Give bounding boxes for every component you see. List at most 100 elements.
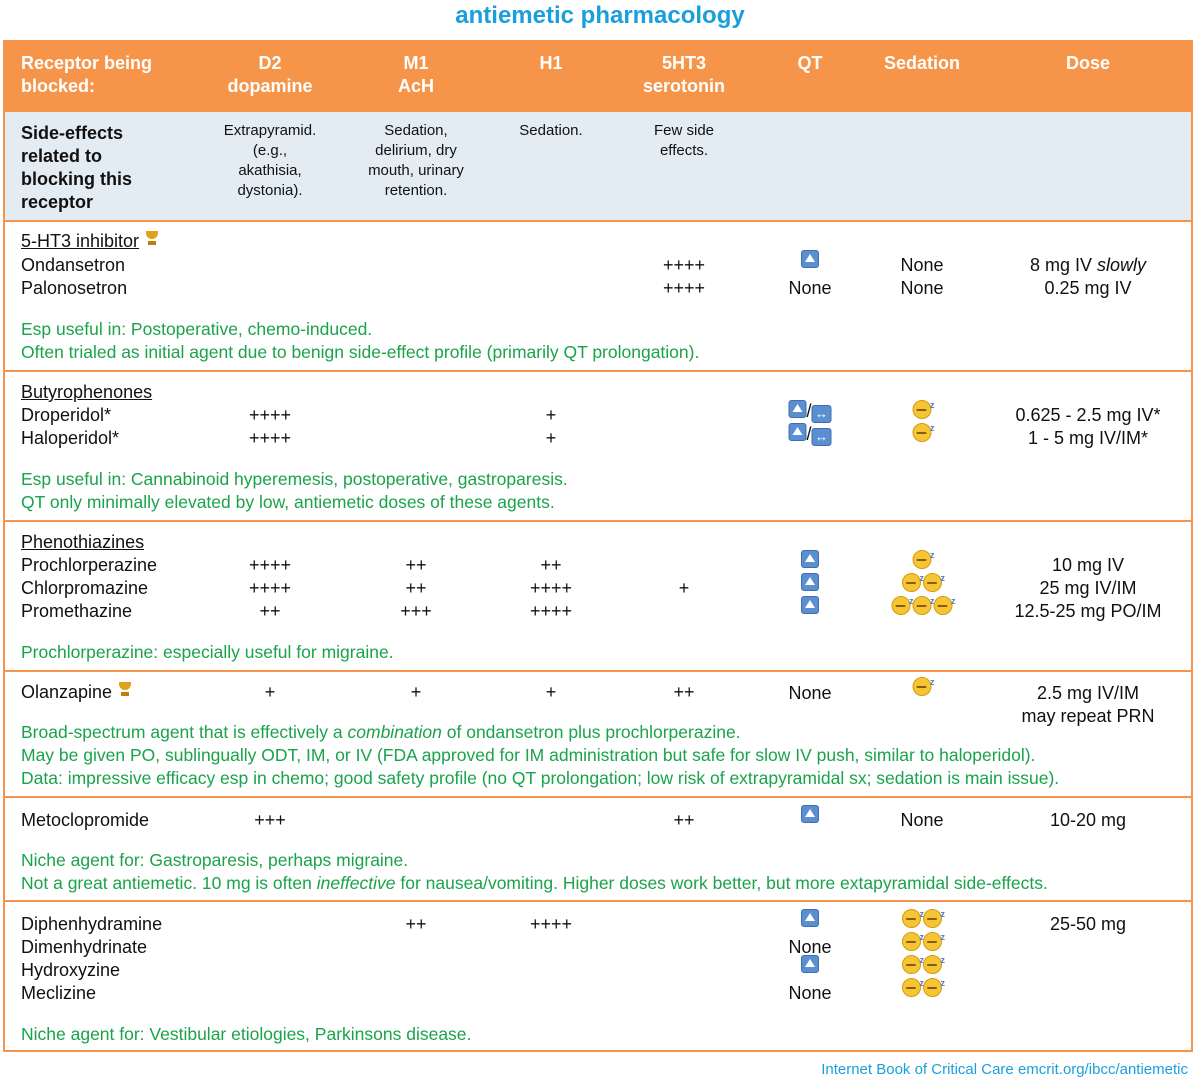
sedation-icons: [912, 394, 935, 423]
sedation-icons: [901, 949, 945, 978]
group-note: Not a great antiemetic. 10 mg is often i…: [21, 873, 1048, 893]
cell-d2: +: [264, 682, 276, 702]
footer-credit: Internet Book of Critical Care emcrit.or…: [821, 1061, 1188, 1078]
arrow-left-right-icon: ↔: [811, 405, 832, 423]
sleepy-face-icon: [902, 972, 924, 997]
sleepy-face-icon: [912, 394, 935, 419]
cell-dose: 2.5 mg IV/IM: [1036, 683, 1140, 703]
drug-name: Droperidol*: [21, 405, 112, 425]
group-note: Niche agent for: Vestibular etiologies, …: [21, 1024, 472, 1044]
arrow-up-icon: [788, 423, 807, 441]
cell-d2: ++++: [248, 428, 292, 448]
drug-name: Prochlorperazine: [21, 555, 158, 575]
qt-up-icon: [801, 550, 819, 573]
qt-up-icon: [801, 596, 819, 619]
sleepy-face-icon: [891, 590, 914, 615]
group-name: 5-HT3 inhibitor: [21, 230, 159, 253]
cell-5ht3: +: [678, 578, 690, 598]
qt-up-icon: [801, 573, 819, 596]
side-effects-d2: Extrapyramid. (e.g., akathisia, dystonia…: [223, 122, 317, 199]
cell-h1: +: [545, 682, 557, 702]
drug-name: Diphenhydramine: [21, 914, 163, 934]
page-title: antiemetic pharmacology: [455, 2, 745, 29]
drug-name: Palonosetron: [21, 278, 128, 298]
cell-dose: 0.25 mg IV: [1044, 278, 1132, 298]
sleepy-face-icon: [912, 590, 935, 615]
header-m1: M1 AcH: [397, 53, 435, 96]
group-butyrophenones: Butyrophenones Droperidol* Haloperidol* …: [5, 372, 1191, 522]
sleepy-face-icon: [923, 972, 945, 997]
arrow-up-icon: [801, 909, 819, 927]
cell-dose: 10 mg IV: [1051, 555, 1125, 575]
cell-sedation: None: [900, 810, 944, 830]
group-note: Esp useful in: Cannabinoid hyperemesis, …: [21, 469, 568, 489]
cell-d2: ++++: [248, 555, 292, 575]
arrow-up-icon: [788, 400, 807, 418]
sleepy-face-icon: [902, 903, 924, 928]
header-sedation: Sedation: [883, 53, 961, 73]
side-effects-m1: Sedation, delirium, dry mouth, urinary r…: [368, 122, 464, 199]
cell-d2: ++: [259, 601, 281, 621]
cell-m1: ++: [405, 578, 427, 598]
group-5ht3-inhibitor: 5-HT3 inhibitor Ondansetron Palonosetron…: [5, 222, 1191, 372]
cell-h1: ++++: [529, 578, 573, 598]
arrow-up-icon: [801, 596, 819, 614]
header-dose: Dose: [1065, 53, 1111, 73]
sedation-icons: [901, 903, 945, 932]
cell-sedation: None: [900, 278, 944, 298]
cell-m1: +++: [400, 601, 432, 621]
sedation-icons: [912, 417, 935, 446]
arrow-left-right-icon: ↔: [811, 428, 832, 446]
group-note: Niche agent for: Gastroparesis, perhaps …: [21, 850, 409, 870]
group-note: Esp useful in: Postoperative, chemo-indu…: [21, 319, 373, 339]
cell-qt: None: [788, 983, 832, 1003]
cell-dose: 8 mg IV slowly: [1029, 255, 1147, 275]
drug-name: Promethazine: [21, 601, 133, 621]
cell-h1: ++++: [529, 914, 573, 934]
drug-name: Ondansetron: [21, 255, 126, 275]
sleepy-face-icon: [912, 671, 935, 696]
group-metoclopromide: Metoclopromide +++ ++ None 10-20 mg Nich…: [5, 798, 1191, 902]
header-d2: D2 dopamine: [227, 53, 313, 96]
drug-name: Chlorpromazine: [21, 578, 149, 598]
group-note: Often trialed as initial agent due to be…: [21, 342, 700, 362]
drug-name: Hydroxyzine: [21, 960, 121, 980]
side-effects-label: Side-effects related to blocking this re…: [21, 123, 133, 212]
cell-5ht3: ++: [673, 810, 695, 830]
table-header: Receptor being blocked: D2 dopamine M1 A…: [5, 42, 1191, 112]
cell-h1: ++: [540, 555, 562, 575]
qt-up-or-neutral: / ↔: [788, 423, 832, 446]
cell-qt: None: [788, 937, 832, 957]
cell-dose: 25-50 mg: [1049, 914, 1127, 934]
sedation-icons: [901, 567, 945, 596]
sleepy-face-icon: [902, 949, 924, 974]
arrow-up-icon: [801, 250, 819, 268]
group-name: Butyrophenones: [21, 382, 153, 402]
sedation-icons: [901, 972, 945, 1001]
cell-dose: 25 mg IV/IM: [1039, 578, 1137, 598]
arrow-up-icon: [801, 550, 819, 568]
sleepy-face-icon: [912, 417, 935, 442]
cell-5ht3: ++++: [662, 255, 706, 275]
cell-m1: ++: [405, 555, 427, 575]
sleepy-face-icon: [933, 590, 956, 615]
qt-up-icon: [801, 955, 819, 978]
side-effects-h1: Sedation.: [519, 122, 583, 139]
drug-name: Dimenhydrinate: [21, 937, 148, 957]
group-note: Broad-spectrum agent that is effectively…: [21, 722, 741, 742]
cell-dose: 12.5-25 mg PO/IM: [1014, 601, 1162, 621]
header-5ht3: 5HT3 serotonin: [642, 53, 726, 96]
cell-sedation: None: [900, 255, 944, 275]
header-h1: H1: [539, 53, 563, 73]
cell-5ht3: ++++: [662, 278, 706, 298]
cell-m1: +: [410, 682, 422, 702]
arrow-up-icon: [801, 573, 819, 591]
qt-up-icon: [801, 909, 819, 932]
qt-up-icon: [801, 805, 819, 828]
side-effects-row: Side-effects related to blocking this re…: [5, 112, 1191, 222]
trophy-icon: [118, 682, 132, 697]
drug-name: Metoclopromide: [21, 810, 150, 830]
drug-name: Haloperidol*: [21, 428, 120, 448]
cell-h1: ++++: [529, 601, 573, 621]
sleepy-face-icon: [923, 903, 945, 928]
